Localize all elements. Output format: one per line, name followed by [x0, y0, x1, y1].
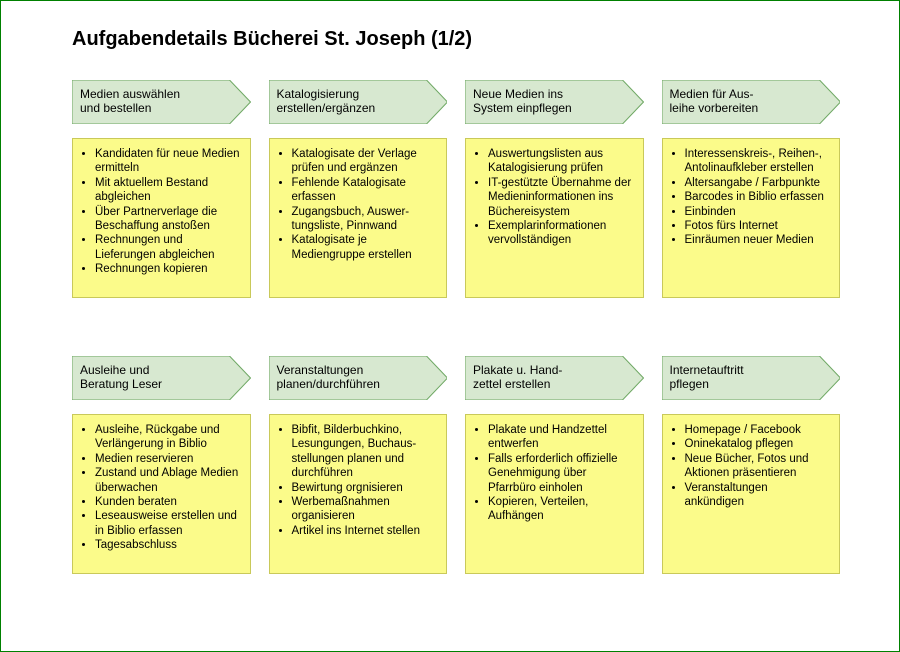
task-bullet: Oninekatalog pflegen [685, 437, 830, 451]
task-header-label: Ausleihe und Beratung Leser [80, 356, 230, 400]
task-cell: Medien für Aus- leihe vorbereiten Interes… [662, 80, 841, 298]
task-bullet: Artikel ins Internet stellen [292, 524, 437, 538]
task-bullet: Einräumen neuer Medien [685, 233, 830, 247]
task-bullet: Fehlende Katalogisate erfassen [292, 176, 437, 205]
task-header-arrow: Veranstaltungen planen/durchführen [269, 356, 448, 400]
task-cell: Internetauftritt pflegen Homepage / Faceb… [662, 356, 841, 574]
task-header-arrow: Neue Medien ins System einpflegen [465, 80, 644, 124]
task-bullet: Kunden beraten [95, 495, 240, 509]
task-bullet: Bibfit, Bilderbuchkino, Lesungungen, Buc… [292, 423, 437, 481]
task-bullet: Homepage / Facebook [685, 423, 830, 437]
task-bullet: Werbemaßnahmen organisieren [292, 495, 437, 524]
task-bullet: Rechnungen und Lieferungen abgleichen [95, 233, 240, 262]
task-header-label: Medien für Aus- leihe vorbereiten [670, 80, 820, 124]
task-notes: Kandidaten für neue Medien ermittelnMit … [72, 138, 251, 298]
task-bullet: Medien reservieren [95, 452, 240, 466]
task-bullet-list: Ausleihe, Rückgabe und Verlängerung in B… [73, 423, 250, 552]
task-header-label: Internetauftritt pflegen [670, 356, 820, 400]
task-bullet: Veranstaltungen ankündigen [685, 481, 830, 510]
task-bullet: Einbinden [685, 205, 830, 219]
task-bullet: Kandidaten für neue Medien ermitteln [95, 147, 240, 176]
task-bullet-list: Kandidaten für neue Medien ermittelnMit … [73, 147, 250, 276]
task-bullet-list: Auswertungslisten aus Katalogisierung pr… [466, 147, 643, 248]
task-header-arrow: Plakate u. Hand- zettel erstellen [465, 356, 644, 400]
task-notes: Bibfit, Bilderbuchkino, Lesungungen, Buc… [269, 414, 448, 574]
task-grid-row-2: Ausleihe und Beratung Leser Ausleihe, Rüc… [72, 356, 840, 574]
task-bullet: Barcodes in Biblio erfassen [685, 190, 830, 204]
task-bullet: Kopieren, Verteilen, Aufhängen [488, 495, 633, 524]
task-notes: Auswertungslisten aus Katalogisierung pr… [465, 138, 644, 298]
task-cell: Medien auswählen und bestellen Kandidaten… [72, 80, 251, 298]
task-bullet: Katalogisate der Verlage prüfen und ergä… [292, 147, 437, 176]
task-cell: Plakate u. Hand- zettel erstellen Plakate… [465, 356, 644, 574]
task-grid-row-1: Medien auswählen und bestellen Kandidaten… [72, 80, 840, 298]
task-bullet: Tagesabschluss [95, 538, 240, 552]
task-notes: Ausleihe, Rückgabe und Verlängerung in B… [72, 414, 251, 574]
task-header-arrow: Ausleihe und Beratung Leser [72, 356, 251, 400]
task-header-label: Veranstaltungen planen/durchführen [277, 356, 427, 400]
task-bullet: Neue Bücher, Fotos und Aktionen präsenti… [685, 452, 830, 481]
task-bullet: Fotos fürs Internet [685, 219, 830, 233]
task-header-arrow: Medien für Aus- leihe vorbereiten [662, 80, 841, 124]
task-bullet: IT-gestützte Übernahme der Medieninforma… [488, 176, 633, 219]
task-header-arrow: Medien auswählen und bestellen [72, 80, 251, 124]
task-header-arrow: Internetauftritt pflegen [662, 356, 841, 400]
task-header-label: Katalogisierung erstellen/ergänzen [277, 80, 427, 124]
task-header-label: Neue Medien ins System einpflegen [473, 80, 623, 124]
task-bullet: Altersangabe / Farbpunkte [685, 176, 830, 190]
task-bullet: Zugangsbuch, Auswer-tungsliste, Pinnwand [292, 205, 437, 234]
task-header-label: Plakate u. Hand- zettel erstellen [473, 356, 623, 400]
task-cell: Katalogisierung erstellen/ergänzen Katalo… [269, 80, 448, 298]
task-bullet: Zustand und Ablage Medien überwachen [95, 466, 240, 495]
task-bullet: Interessenskreis-, Reihen-, Antolinaufkl… [685, 147, 830, 176]
task-bullet-list: Bibfit, Bilderbuchkino, Lesungungen, Buc… [270, 423, 447, 538]
task-bullet: Falls erforderlich offizielle Genehmigun… [488, 452, 633, 495]
task-cell: Neue Medien ins System einpflegen Auswert… [465, 80, 644, 298]
page-title: Aufgabendetails Bücherei St. Joseph (1/2… [72, 28, 472, 51]
task-header-label: Medien auswählen und bestellen [80, 80, 230, 124]
task-bullet: Ausleihe, Rückgabe und Verlängerung in B… [95, 423, 240, 452]
task-bullet-list: Interessenskreis-, Reihen-, Antolinaufkl… [663, 147, 840, 248]
task-bullet: Rechnungen kopieren [95, 262, 240, 276]
task-bullet: Mit aktuellem Bestand abgleichen [95, 176, 240, 205]
task-cell: Veranstaltungen planen/durchführen Bibfit… [269, 356, 448, 574]
task-bullet: Katalogisate je Mediengruppe erstellen [292, 233, 437, 262]
task-notes: Plakate und Handzettel entwerfenFalls er… [465, 414, 644, 574]
task-notes: Homepage / FacebookOninekatalog pflegenN… [662, 414, 841, 574]
task-bullet: Plakate und Handzettel entwerfen [488, 423, 633, 452]
task-bullet-list: Katalogisate der Verlage prüfen und ergä… [270, 147, 447, 262]
task-bullet: Bewirtung orgnisieren [292, 481, 437, 495]
task-header-arrow: Katalogisierung erstellen/ergänzen [269, 80, 448, 124]
task-bullet: Auswertungslisten aus Katalogisierung pr… [488, 147, 633, 176]
task-bullet: Über Partnerverlage die Beschaffung anst… [95, 205, 240, 234]
task-cell: Ausleihe und Beratung Leser Ausleihe, Rüc… [72, 356, 251, 574]
task-notes: Katalogisate der Verlage prüfen und ergä… [269, 138, 448, 298]
task-bullet: Leseausweise erstellen und in Biblio erf… [95, 509, 240, 538]
task-notes: Interessenskreis-, Reihen-, Antolinaufkl… [662, 138, 841, 298]
page: Aufgabendetails Bücherei St. Joseph (1/2… [0, 0, 900, 652]
task-bullet: Exemplarinformationen vervollständigen [488, 219, 633, 248]
task-bullet-list: Plakate und Handzettel entwerfenFalls er… [466, 423, 643, 524]
task-bullet-list: Homepage / FacebookOninekatalog pflegenN… [663, 423, 840, 509]
